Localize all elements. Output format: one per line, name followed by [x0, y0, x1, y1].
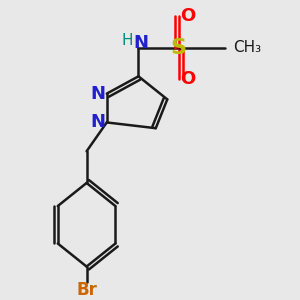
Text: Br: Br	[76, 280, 97, 298]
Text: O: O	[180, 70, 195, 88]
Text: S: S	[171, 38, 187, 58]
Text: N: N	[134, 34, 149, 52]
Text: CH₃: CH₃	[234, 40, 262, 55]
Text: N: N	[91, 113, 106, 131]
Text: O: O	[180, 7, 195, 25]
Text: N: N	[91, 85, 106, 103]
Text: H: H	[121, 33, 133, 48]
